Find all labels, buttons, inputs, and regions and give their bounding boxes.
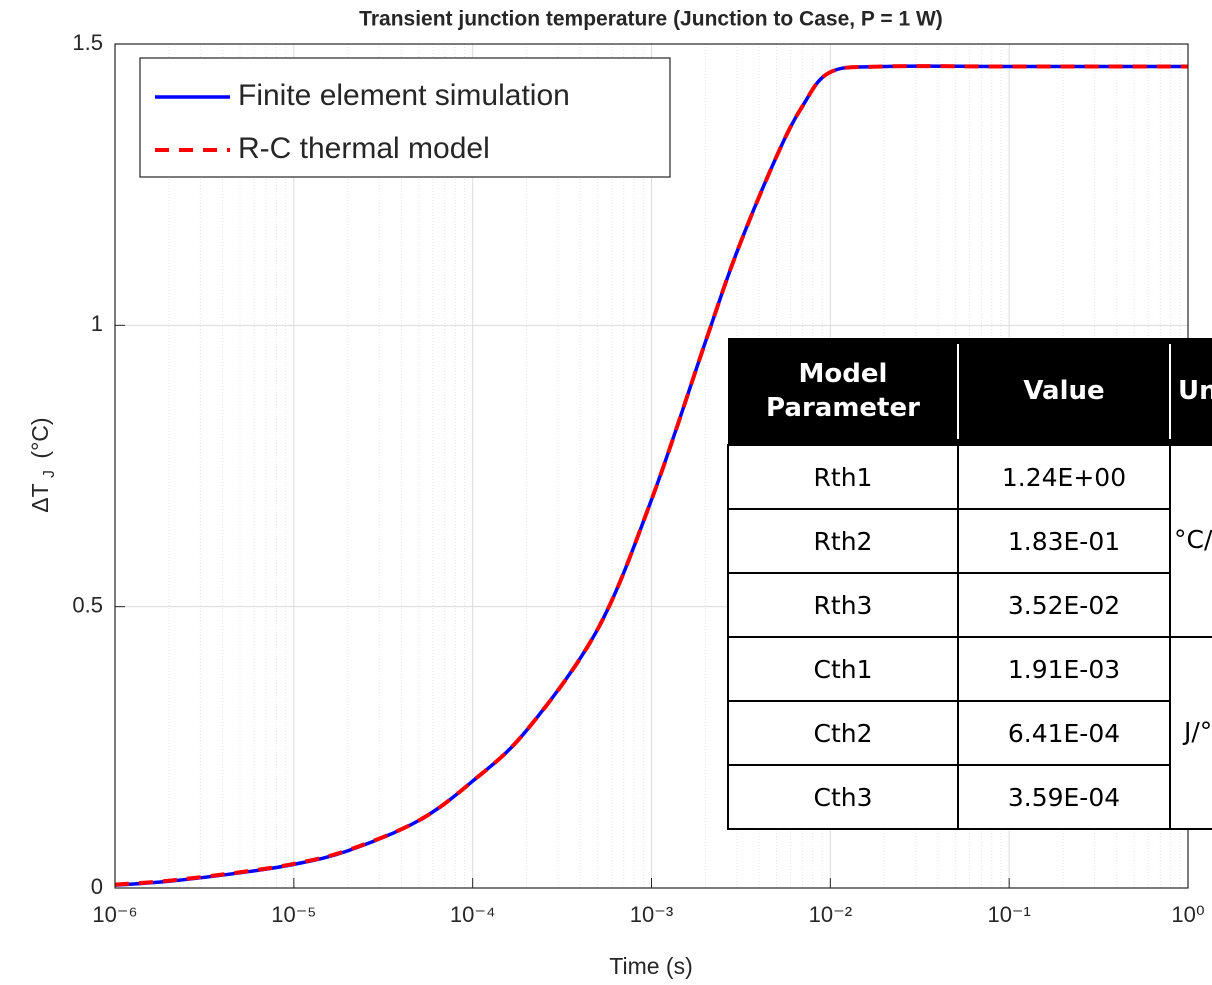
y-label-sub: J: [41, 470, 58, 478]
legend: Finite element simulation R-C thermal mod…: [139, 57, 671, 178]
parameter-table: Model Parameter Value Units Rth1 1.24E+00 Rth2…: [727, 338, 1212, 830]
table-cell: 3.59E-04: [1008, 783, 1120, 812]
table-cell: 1.24E+00: [1002, 463, 1126, 492]
x-tick-label: 10⁻¹: [987, 902, 1030, 927]
y-tick-label: 0: [91, 874, 103, 899]
table-header: Units: [1178, 376, 1212, 406]
x-tick-label: 10⁰: [1171, 902, 1204, 927]
table-cell: Cth2: [813, 719, 872, 748]
x-tick-label: 10⁻³: [630, 902, 673, 927]
x-tick-label: 10⁻⁴: [450, 902, 496, 927]
table-header: Value: [1023, 376, 1104, 406]
table-cell: Cth1: [813, 655, 872, 684]
table-cell: Rth2: [814, 527, 873, 556]
table-unit: °C/W: [1174, 525, 1212, 554]
lines: [114, 64, 1188, 887]
x-tick-label: 10⁻²: [809, 902, 852, 927]
y-label-unit: (°C): [27, 417, 53, 458]
table-header: Parameter: [766, 393, 920, 423]
table-cell: 1.83E-01: [1008, 527, 1120, 556]
chart-title: Transient junction temperature (Junction…: [359, 8, 943, 31]
legend-label: Finite element simulation: [238, 79, 570, 112]
table-unit: J/°C: [1182, 717, 1212, 746]
table-header-bg: [728, 338, 1212, 445]
table-cell: 6.41E-04: [1008, 719, 1120, 748]
series-line: [114, 64, 1188, 887]
y-tick-label: 1.5: [72, 30, 103, 55]
y-tick-label: 1: [91, 311, 103, 336]
table-header: Model: [799, 359, 888, 389]
table-cell: 3.52E-02: [1008, 591, 1120, 620]
x-tick-label: 10⁻⁶: [92, 902, 137, 927]
x-axis-label: Time (s): [609, 953, 692, 979]
table-cell: Cth3: [813, 783, 872, 812]
y-tick-label: 0.5: [72, 592, 103, 617]
table-cell: 1.91E-03: [1008, 655, 1120, 684]
table-cell: Rth1: [814, 463, 873, 492]
x-tick-label: 10⁻⁵: [271, 902, 316, 927]
y-label-main: ΔT: [27, 483, 53, 512]
y-axis-label: ΔT J (°C): [27, 417, 58, 512]
legend-box: [139, 57, 671, 178]
legend-label: R-C thermal model: [238, 132, 490, 165]
table-cell: Rth3: [814, 591, 873, 620]
